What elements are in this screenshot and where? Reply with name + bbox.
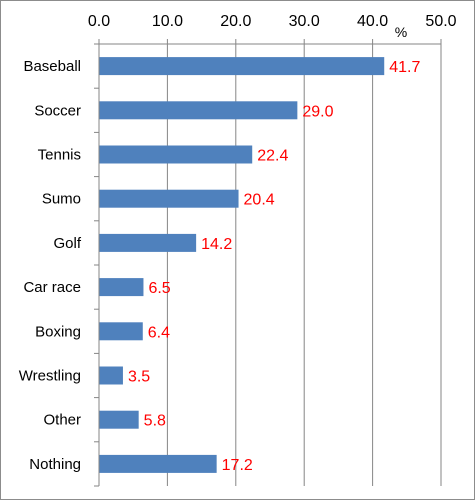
bar (99, 233, 197, 252)
category-label: Soccer (34, 102, 81, 119)
data-label: 3.5 (128, 369, 150, 386)
bar-layer (99, 57, 385, 473)
data-label: 14.2 (201, 236, 232, 253)
x-tick-label: 20.0 (220, 13, 251, 30)
bar (99, 322, 143, 341)
bar (99, 145, 253, 164)
data-label: 5.8 (144, 413, 166, 430)
category-label: Golf (53, 235, 81, 252)
data-label: 6.5 (148, 280, 170, 297)
category-label: Nothing (29, 456, 81, 473)
bar (99, 410, 139, 429)
data-label: 20.4 (244, 192, 275, 209)
bar (99, 57, 385, 76)
category-label: Baseball (23, 58, 81, 75)
data-label: 29.0 (302, 103, 333, 120)
unit-label: % (395, 24, 407, 40)
bar (99, 278, 144, 297)
data-label: 22.4 (257, 148, 288, 165)
bar (99, 366, 123, 385)
x-tick-label: 0.0 (88, 13, 110, 30)
x-tick-label: 10.0 (152, 13, 183, 30)
category-label: Tennis (38, 147, 81, 164)
bar (99, 189, 239, 208)
data-label: 41.7 (389, 59, 420, 76)
bar (99, 454, 217, 473)
category-label: Wrestling (19, 368, 81, 385)
category-label: Sumo (42, 191, 81, 208)
category-label: Boxing (35, 323, 81, 340)
x-tick-label: 50.0 (425, 13, 456, 30)
axis-layer (94, 39, 442, 487)
data-label: 17.2 (222, 457, 253, 474)
data-label: 6.4 (148, 324, 170, 341)
label-layer: 0.0 10.0 20.0 30.0 40.0 50.0% Baseball 41.7 Socc… (19, 13, 457, 474)
category-label: Other (43, 412, 81, 429)
x-tick-label: 40.0 (357, 13, 388, 30)
category-label: Car race (23, 279, 81, 296)
bar (99, 101, 298, 120)
x-tick-label: 30.0 (289, 13, 320, 30)
